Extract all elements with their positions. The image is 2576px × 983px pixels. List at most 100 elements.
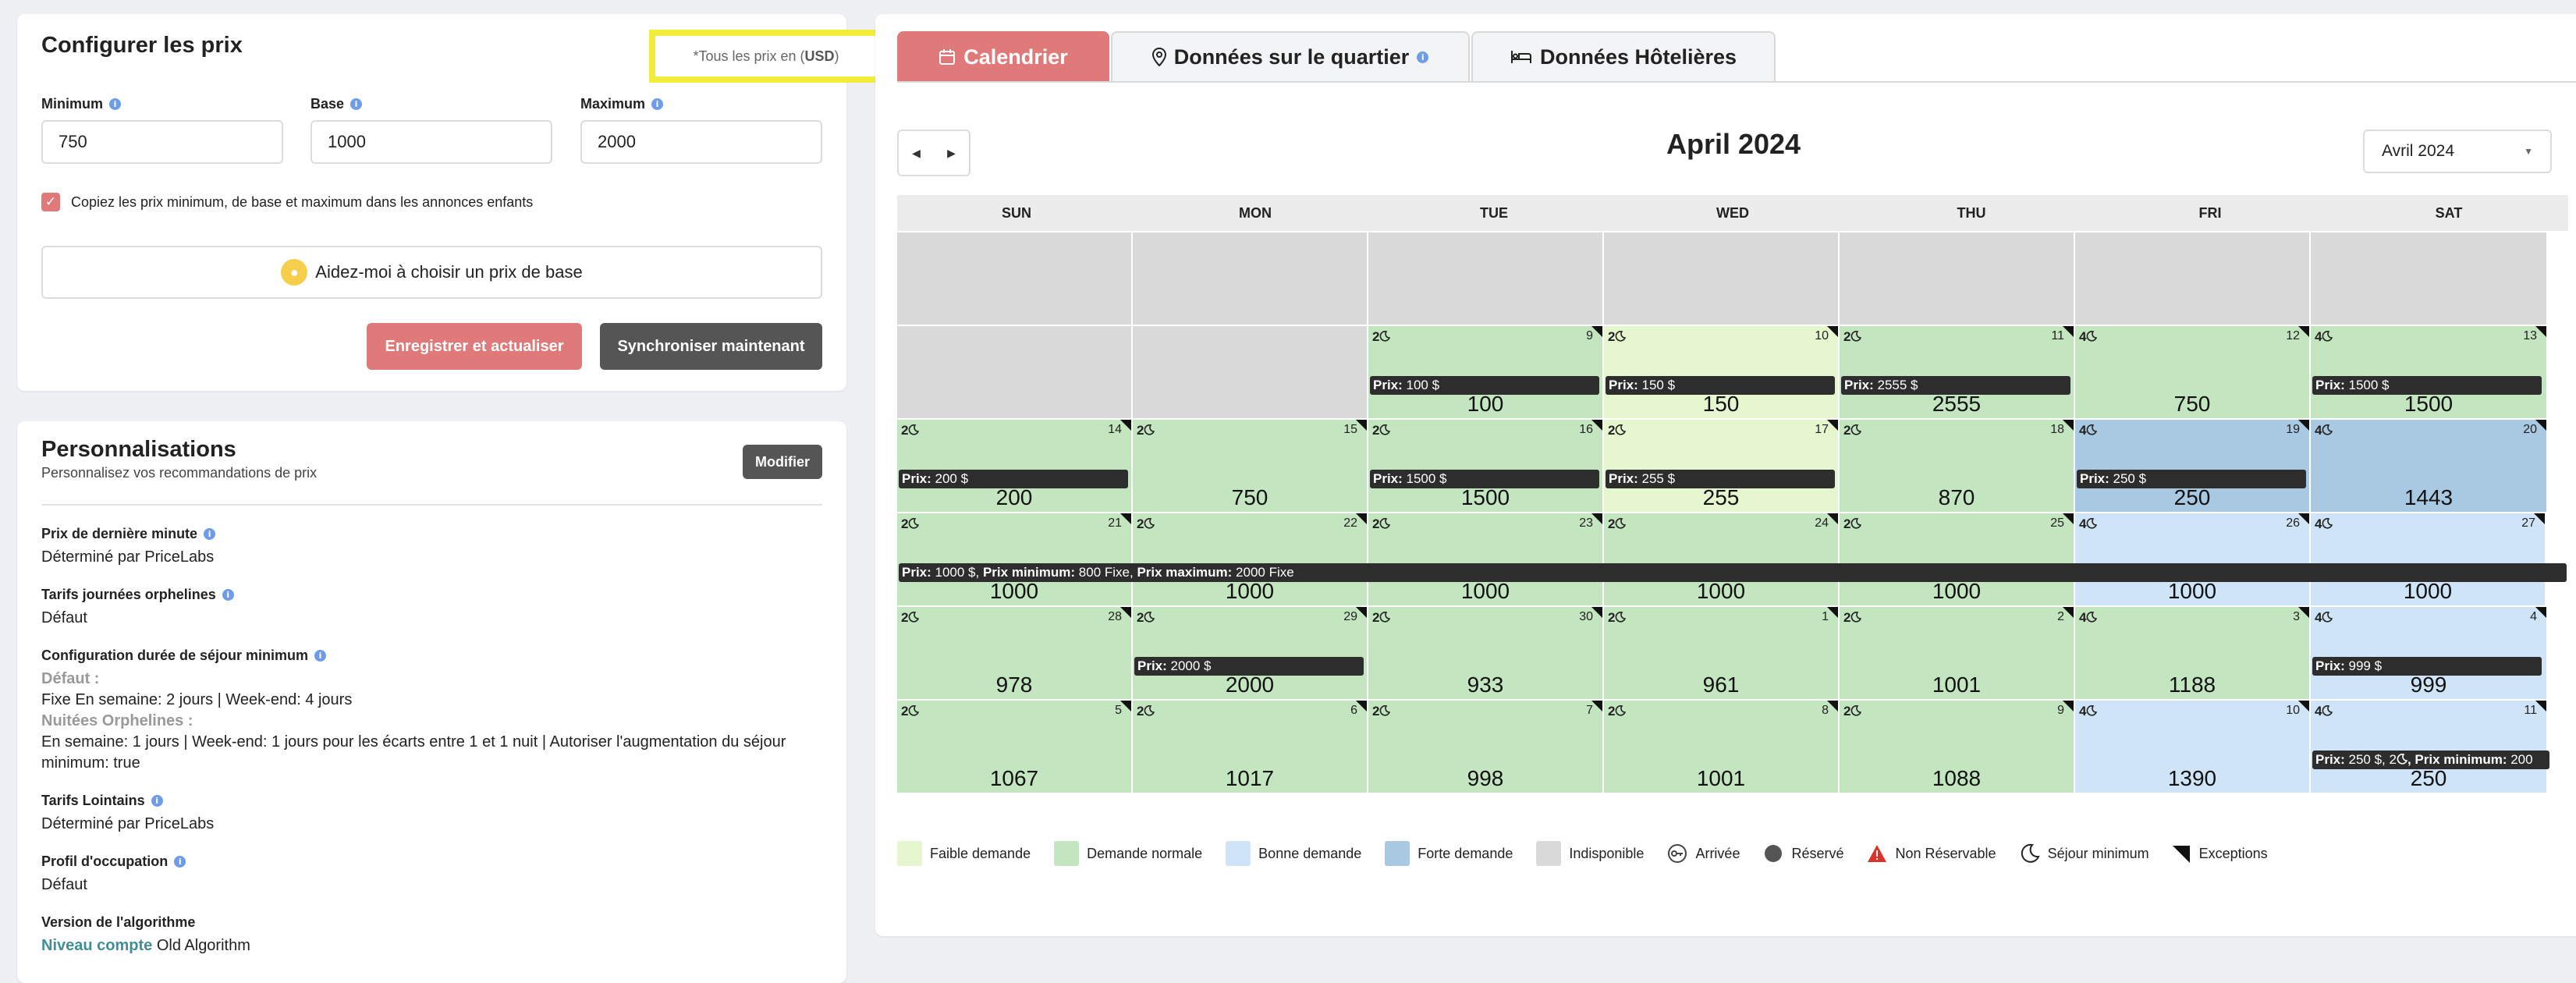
legend-label: Bonne demande [1258,845,1362,861]
day-cell[interactable]: 2 7 998 [1368,699,1604,793]
moon-icon [1850,423,1862,438]
day-cell[interactable]: 2 2 1001 [1840,605,2075,699]
min-stay-value: 2 [1608,516,1616,531]
price-override-bar[interactable]: Prix: 250 $, 2 , Prix minimum: 200 [2312,751,2549,769]
price-override-bar[interactable]: Prix: 1500 $ [1370,470,1599,488]
price-override-bar[interactable]: Prix: 200 $ [899,470,1128,488]
price-override-bar[interactable]: Prix: 1500 $ [2312,376,2542,395]
prev-month-button[interactable]: ◀ [912,146,921,159]
tab-calendar[interactable]: Calendrier [897,31,1109,81]
legend-label: Séjour minimum [2047,845,2149,861]
min-stay-value: 2 [1372,516,1380,531]
price-override-bar[interactable]: Prix: 2000 $ [1134,657,1364,676]
day-cell[interactable]: 4 19 Prix: 250 $250 [2075,418,2311,512]
copy-prices-checkbox[interactable]: ✓ [41,193,60,211]
override-value: 999 $ [2344,658,2383,673]
exception-corner-icon [1591,701,1602,712]
minimum-price-input[interactable]: 750 [41,120,283,164]
day-cell[interactable]: 4 20 1443 [2311,418,2546,512]
day-cell[interactable]: 2 9 1088 [1840,699,2075,793]
price-override-bar[interactable]: Prix: 1000 $, Prix minimum: 800 Fixe, Pr… [899,563,2567,582]
price-override-bar[interactable]: Prix: 250 $ [2077,470,2306,488]
day-cell[interactable]: 2 29 Prix: 2000 $2000 [1133,605,1368,699]
day-cell[interactable]: 2 10 Prix: 150 $150 [1604,325,1840,418]
day-cell[interactable]: 4 10 1390 [2075,699,2311,793]
min-stay-orphan-value: En semaine: 1 jours | Week-end: 1 jours … [41,733,786,772]
info-icon[interactable]: i [222,589,234,601]
price-override-bar[interactable]: Prix: 999 $ [2312,657,2542,676]
min-stay: 4 [2315,610,2333,626]
day-cell[interactable]: 2 11 Prix: 2555 $2555 [1840,325,2075,418]
exception-corner-icon [1591,513,1602,524]
last-minute-value: Déterminé par PriceLabs [41,548,215,566]
exception-corner-icon [2298,513,2309,524]
day-cell[interactable]: 2 14 Prix: 200 $200 [897,418,1133,512]
day-cell[interactable]: 2 6 1017 [1133,699,1368,793]
tab-hotel[interactable]: Données Hôtelières [1471,31,1776,81]
day-cell[interactable]: 4 4 Prix: 999 $999 [2311,605,2546,699]
min-stay-value: 4 [2079,329,2087,344]
day-price: 1443 [2404,485,2454,509]
info-icon[interactable]: i [350,98,363,110]
help-choose-base-price-button[interactable]: ● Aidez-moi à choisir un prix de base [41,246,822,299]
price-override-bar[interactable]: Prix: 255 $ [1606,470,1835,488]
price-override-bar[interactable]: Prix: 2555 $ [1841,376,2070,395]
info-icon[interactable]: i [651,98,664,110]
moon-icon [1615,610,1627,625]
day-cell[interactable]: 2 25 1000 [1840,512,2075,605]
base-price-input[interactable]: 1000 [310,120,552,164]
month-select[interactable]: Avril 2024 ▼ [2363,130,2552,173]
maximum-price-input[interactable]: 2000 [580,120,822,164]
override-value: 255 $ [1637,471,1676,486]
override-value: 200 $ [931,471,969,486]
legend-label: Exceptions [2198,845,2268,861]
day-cell[interactable]: 4 3 1188 [2075,605,2311,699]
price-override-bar[interactable]: Prix: 100 $ [1370,376,1599,395]
day-cell[interactable]: 2 28 978 [897,605,1133,699]
day-cell[interactable]: 2 9 Prix: 100 $100 [1368,325,1604,418]
exception-corner-icon [2298,607,2309,618]
day-cell[interactable]: 4 12 750 [2075,325,2311,418]
day-cell[interactable]: 2 5 1067 [897,699,1133,793]
day-cell[interactable]: 2 23 1000 [1368,512,1604,605]
day-cell[interactable]: 2 17 Prix: 255 $255 [1604,418,1840,512]
override-value: 1000 $, [931,565,983,580]
tab-neighborhood[interactable]: Données sur le quartier i [1111,31,1470,81]
edit-button[interactable]: Modifier [743,445,822,479]
day-cell[interactable]: 2 8 1001 [1604,699,1840,793]
day-cell[interactable]: 2 15 750 [1133,418,1368,512]
day-cell[interactable]: 4 13 Prix: 1500 $1500 [2311,325,2546,418]
map-pin-icon [1151,48,1166,66]
day-cell[interactable]: 4 11 Prix: 250 $, 2 , Prix minimum: 200 250 [2311,699,2549,793]
save-refresh-button[interactable]: Enregistrer et actualiser [367,323,582,370]
tab-neighborhood-label: Données sur le quartier [1173,44,1410,69]
next-month-button[interactable]: ▶ [947,146,956,159]
day-cell[interactable]: 2 1 961 [1604,605,1840,699]
account-level-link[interactable]: Niveau compte [41,937,153,954]
day-cell[interactable]: 2 22 1000 [1133,512,1368,605]
override-label: Prix: [902,471,931,486]
info-icon[interactable]: i [1417,51,1429,63]
min-stay-value: 2 [1137,610,1144,625]
info-icon[interactable]: i [314,650,327,662]
info-icon[interactable]: i [174,856,186,868]
day-cell[interactable]: 4 27 1000 [2311,512,2546,605]
sync-now-button[interactable]: Synchroniser maintenant [600,323,822,370]
legend-item: Forte demande [1385,841,1513,866]
min-stay: 2 [1137,423,1155,438]
day-cell[interactable]: 2 30 933 [1368,605,1604,699]
price-override-bar[interactable]: Prix: 150 $ [1606,376,1835,395]
info-icon[interactable]: i [204,528,216,540]
calendar-week [897,231,2568,325]
override-label: Prix: [2315,658,2345,673]
day-cell[interactable]: 4 26 1000 [2075,512,2311,605]
info-icon[interactable]: i [151,795,163,807]
legend-item: Exceptions [2172,844,2268,863]
day-cell[interactable]: 2 21 1000 [897,512,1133,605]
day-cell[interactable]: 2 18 870 [1840,418,2075,512]
day-cell[interactable]: 2 24 1000 [1604,512,1840,605]
orphan-section: Tarifs journées orphelines i Défaut [41,587,234,629]
day-cell[interactable]: 2 16 Prix: 1500 $1500 [1368,418,1604,512]
info-icon[interactable]: i [109,98,121,110]
exception-corner-icon [2298,420,2309,431]
